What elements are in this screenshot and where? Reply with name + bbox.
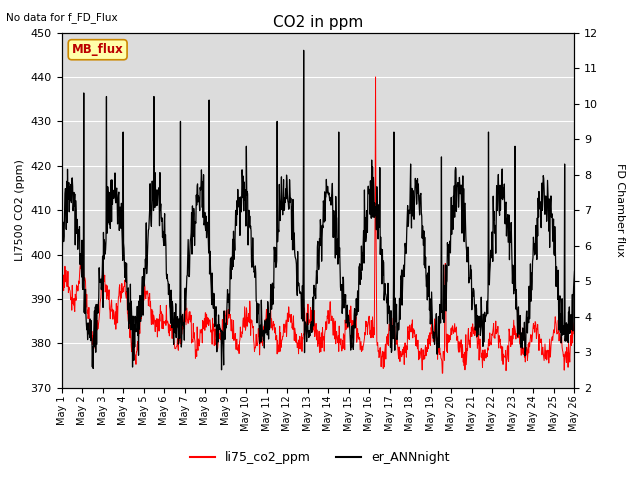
Text: MB_flux: MB_flux [72, 43, 124, 56]
Text: No data for f_FD_Flux: No data for f_FD_Flux [6, 12, 118, 23]
Y-axis label: LI7500 CO2 (ppm): LI7500 CO2 (ppm) [15, 159, 25, 261]
Title: CO2 in ppm: CO2 in ppm [273, 15, 363, 30]
Y-axis label: FD Chamber flux: FD Chamber flux [615, 163, 625, 257]
Legend: li75_co2_ppm, er_ANNnight: li75_co2_ppm, er_ANNnight [186, 446, 454, 469]
